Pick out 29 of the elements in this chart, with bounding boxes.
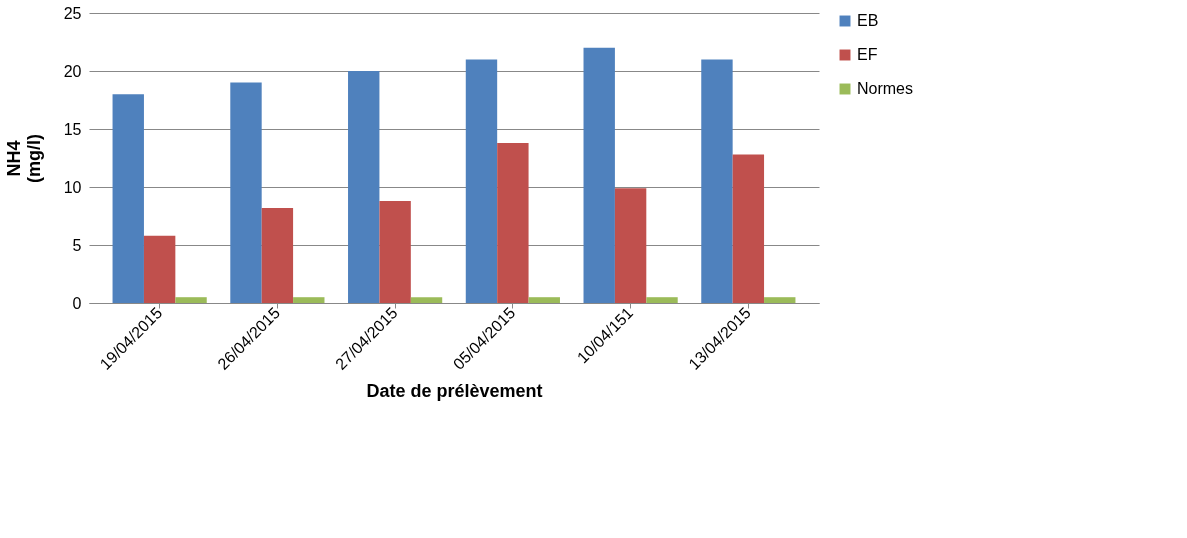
- bar: [701, 59, 733, 303]
- y-tick-label: 25: [63, 4, 82, 22]
- bar: [379, 200, 411, 303]
- bar: [348, 71, 380, 303]
- bar: [261, 207, 294, 303]
- bar: [410, 297, 443, 303]
- bar: [465, 59, 498, 303]
- y-tick-label: 15: [63, 120, 82, 138]
- y-axis-title: NH4 (mg/l): [3, 134, 44, 183]
- x-axis-title: Date de prélèvement: [366, 380, 543, 401]
- y-tick-label: 5: [72, 236, 82, 254]
- bar: [175, 297, 207, 303]
- legend-label: Normes: [857, 80, 914, 97]
- bar: [528, 297, 560, 303]
- bar: [112, 94, 144, 303]
- y-tick-label: 20: [63, 62, 82, 80]
- bar: [143, 235, 176, 303]
- bar: [732, 154, 765, 303]
- bar: [646, 297, 678, 303]
- y-tick-label: 0: [72, 294, 82, 312]
- bar: [293, 297, 325, 303]
- bar: [497, 142, 529, 303]
- bar: [764, 297, 796, 303]
- y-tick-label: 10: [63, 178, 82, 196]
- legend-label: EF: [857, 46, 878, 63]
- bar: [583, 47, 615, 303]
- bar: [614, 188, 647, 303]
- legend-label: EB: [857, 12, 879, 29]
- bar: [230, 82, 262, 303]
